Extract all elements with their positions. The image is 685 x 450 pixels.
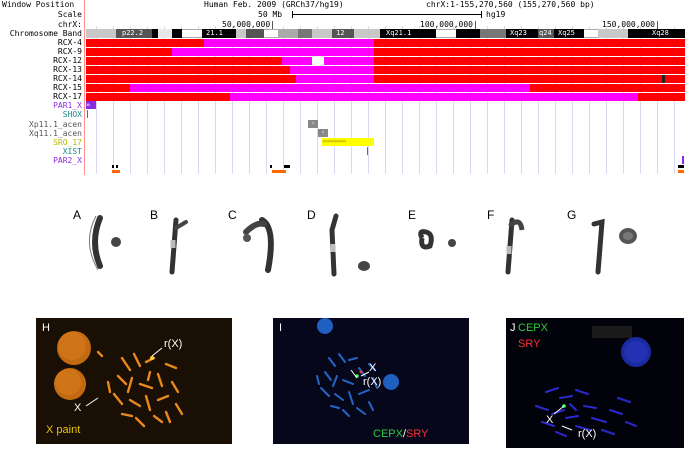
window-position-label: Window Position bbox=[2, 0, 75, 9]
panel-letter-h: H bbox=[42, 322, 50, 334]
annotation-label-par2[interactable]: PAR2_X bbox=[53, 156, 82, 165]
genome-browser: Window Position Scale chrX: Chromosome B… bbox=[0, 0, 685, 178]
orange-marker-mid bbox=[272, 170, 286, 173]
par2-feature[interactable] bbox=[682, 156, 684, 164]
i-caption-cepx: CEPX bbox=[373, 428, 403, 440]
chromosome-g bbox=[591, 218, 637, 275]
panel-letter-j: J bbox=[510, 322, 516, 334]
j-rx-label: r(X) bbox=[578, 428, 597, 440]
scale-label: Scale bbox=[57, 10, 82, 19]
karyotype-chromosomes bbox=[89, 213, 637, 277]
tick-150mb: 150,000,000| bbox=[602, 20, 660, 29]
i-rx-label: r(X) bbox=[363, 376, 382, 388]
annotation-label-xq11[interactable]: Xq11.1_acen bbox=[29, 129, 82, 138]
h-rx-label: r(X) bbox=[164, 338, 183, 350]
annotation-label-shox[interactable]: SHOX bbox=[62, 110, 82, 119]
chromosome-band-label: Chromosome Band bbox=[9, 29, 82, 38]
fish-panel-h: H r(X) X X paint bbox=[36, 318, 232, 444]
band-label-12: 12 bbox=[336, 29, 345, 37]
band-label-xq23: Xq23 bbox=[510, 29, 527, 37]
fish-panel-j: J CEPX SRY X r(X) bbox=[506, 318, 684, 448]
panel-letter-a: A bbox=[73, 208, 82, 222]
sro17-feature[interactable]: »»»»»»»»» bbox=[322, 138, 374, 146]
h-caption: X paint bbox=[46, 424, 81, 436]
shox-feature[interactable] bbox=[87, 110, 88, 118]
panel-letter-e: E bbox=[408, 208, 417, 222]
track-label-rcx-14[interactable]: RCX-14 bbox=[53, 74, 82, 83]
panel-letter-f: F bbox=[487, 208, 495, 222]
chromosome-e bbox=[418, 229, 456, 250]
chrx-label: chrX: bbox=[57, 20, 82, 29]
xist-feature[interactable] bbox=[367, 147, 368, 155]
scale-bar bbox=[292, 14, 482, 15]
position-readout: chrX:1-155,270,560 (155,270,560 bp) bbox=[426, 0, 595, 9]
band-label-21-1: 21.1 bbox=[206, 29, 223, 37]
track-label-rcx-4[interactable]: RCX-4 bbox=[57, 38, 82, 47]
track-area[interactable]: Human Feb. 2009 (GRCh37/hg19) chrX:1-155… bbox=[86, 0, 685, 175]
xq11-acen-feature[interactable]: ‹ bbox=[318, 129, 328, 137]
annotation-label-xist[interactable]: XIST bbox=[62, 147, 82, 156]
track-label-rcx-12[interactable]: RCX-12 bbox=[53, 56, 82, 65]
panel-letter-d: D bbox=[307, 208, 316, 222]
label-separator bbox=[84, 0, 85, 175]
band-label-p22-2: p22.2 bbox=[122, 29, 144, 37]
band-label-xq21-1: Xq21.1 bbox=[386, 29, 412, 37]
track-label-rcx-9[interactable]: RCX-9 bbox=[57, 47, 82, 56]
track-label-rcx-17[interactable]: RCX-17 bbox=[53, 92, 82, 101]
annotation-label-xp11[interactable]: Xp11.1_acen bbox=[29, 120, 82, 129]
scale-value: 50 Mb bbox=[258, 10, 283, 19]
fish-panel-i: I X r(X) CEPX/SRY bbox=[273, 318, 469, 444]
band-label-xq28: Xq28 bbox=[652, 29, 669, 37]
panel-letter-g: G bbox=[567, 208, 577, 222]
orange-marker-right bbox=[678, 170, 684, 173]
chromosome-f bbox=[505, 217, 525, 275]
tick-50mb: 50,000,000| bbox=[222, 20, 275, 29]
band-label-q24: q24 bbox=[539, 29, 552, 37]
track-label-rcx-13[interactable]: RCX-13 bbox=[53, 65, 82, 74]
h-x-label: X bbox=[74, 402, 82, 414]
scale-assembly: hg19 bbox=[486, 10, 506, 19]
panel-letter-c: C bbox=[228, 208, 237, 222]
j-legend-cepx: CEPX bbox=[518, 322, 548, 334]
chromosome-c bbox=[243, 217, 274, 273]
i-x-label: X bbox=[369, 362, 377, 374]
band-label-xq25: Xq25 bbox=[558, 29, 575, 37]
tick-100mb: 100,000,000| bbox=[420, 20, 478, 29]
assembly-title: Human Feb. 2009 (GRCh37/hg19) bbox=[204, 0, 344, 9]
panel-letter-b: B bbox=[150, 208, 159, 222]
j-legend-sry: SRY bbox=[518, 338, 541, 350]
annotation-label-sro17[interactable]: SRO_17 bbox=[53, 138, 82, 147]
xp11-acen-feature[interactable]: › bbox=[308, 120, 318, 128]
j-x-label: X bbox=[546, 414, 554, 426]
panel-letter-i: I bbox=[279, 322, 283, 334]
chromosome-a bbox=[89, 215, 121, 271]
track-label-rcx-15[interactable]: RCX-15 bbox=[53, 83, 82, 92]
chromosome-b bbox=[169, 217, 188, 275]
i-caption: CEPX/SRY bbox=[373, 428, 429, 440]
i-caption-sry: SRY bbox=[406, 428, 429, 440]
annotation-label-par1[interactable]: PAR1_X bbox=[53, 101, 82, 110]
karyotype-row: A B C D E F G bbox=[0, 200, 685, 290]
par1-feature[interactable]: » bbox=[86, 101, 96, 109]
chromosome-d bbox=[329, 213, 370, 277]
orange-marker-left bbox=[112, 170, 120, 173]
